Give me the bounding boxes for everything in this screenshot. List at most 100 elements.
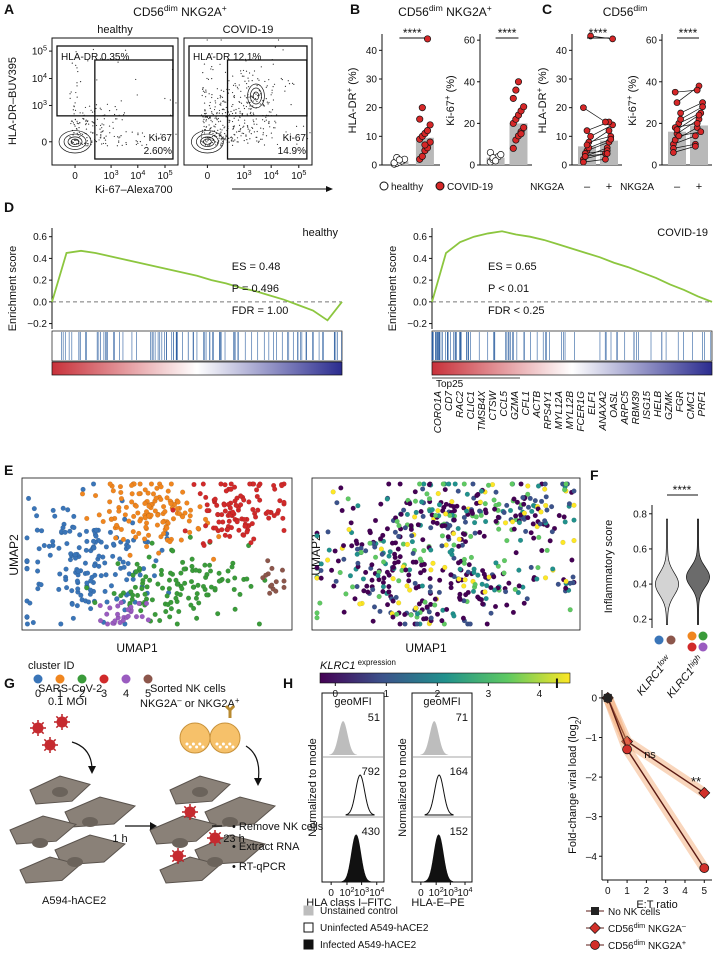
x-tick-label-part: 2 — [351, 885, 355, 894]
event-dot — [208, 118, 210, 120]
x-label: NKG2A — [620, 182, 654, 193]
x-tick-label: 104 — [130, 168, 145, 183]
barcode-frame — [431, 330, 713, 362]
cell-point — [232, 498, 238, 504]
event-dot — [79, 135, 81, 138]
cell-point — [381, 575, 387, 581]
x-tick-label-part: 10 — [429, 888, 441, 899]
cell-point — [483, 510, 489, 516]
cell-point — [160, 585, 166, 591]
gene-label: RAC2 — [455, 391, 466, 418]
panel-title-part: dim — [633, 3, 647, 13]
nucleus — [32, 838, 48, 848]
event-dot — [241, 113, 243, 115]
event-dot — [273, 83, 276, 85]
event-dot — [259, 103, 261, 105]
granule — [218, 745, 222, 749]
event-dot — [220, 102, 222, 104]
cell-point — [379, 551, 385, 557]
cell-point — [525, 515, 531, 521]
cell-point — [115, 603, 121, 609]
plot-title: healthy — [303, 227, 339, 239]
cell-point — [136, 600, 142, 607]
event-dot — [231, 120, 234, 123]
mfi-value: 430 — [362, 826, 380, 838]
cell-point — [439, 543, 445, 549]
legend-label: Uninfected A549-hACE2 — [320, 923, 429, 934]
virus — [44, 739, 56, 751]
cell-point — [571, 538, 577, 544]
y-tick-label: 40 — [646, 77, 658, 88]
cell-point — [163, 609, 169, 615]
point — [671, 88, 679, 96]
cell-point — [435, 508, 441, 514]
event-dot — [99, 137, 101, 139]
cell-point — [120, 536, 126, 542]
cell-point — [421, 567, 427, 573]
cell-point — [427, 584, 433, 590]
event-dot — [209, 128, 211, 130]
event-dot — [257, 94, 259, 97]
event-dot — [256, 123, 258, 125]
event-dot — [103, 124, 105, 126]
y-tick-label: 30 — [366, 75, 378, 86]
y-tick-label: –3 — [586, 812, 598, 823]
panel-title-part: CD56 — [398, 5, 429, 19]
event-dot — [218, 112, 220, 114]
x-tick-label: 103 — [354, 885, 369, 900]
event-dot — [212, 114, 214, 116]
y-tick-label: –4 — [586, 852, 598, 863]
cell-point — [98, 573, 104, 579]
cell-point — [241, 532, 247, 538]
cell-point — [103, 544, 109, 550]
event-dot — [253, 123, 255, 125]
cell-point — [510, 609, 516, 615]
cell-point — [346, 526, 352, 533]
legend-label-part: NKG2A — [645, 924, 682, 935]
axis-label: Normalized to mode — [397, 738, 409, 836]
contour — [58, 130, 92, 154]
event-dot — [236, 141, 238, 143]
event-dot — [120, 100, 122, 102]
event-dot — [85, 145, 87, 147]
cell-point — [39, 528, 45, 534]
event-dot — [137, 132, 139, 134]
event-dot — [239, 129, 241, 131]
cell-point — [318, 567, 324, 574]
event-dot — [245, 134, 247, 136]
point — [692, 132, 699, 140]
event-dot — [251, 95, 253, 97]
event-dot — [109, 132, 111, 134]
cell-point — [256, 483, 262, 489]
cell-point — [35, 559, 41, 565]
label: Sorted NK cells — [150, 683, 226, 695]
event-dot — [247, 86, 250, 88]
cell-point — [511, 526, 517, 532]
cell-point — [75, 568, 81, 574]
cell-point — [150, 491, 157, 497]
virus-spike — [218, 841, 222, 845]
cell-point — [442, 564, 448, 570]
cell-point — [91, 545, 97, 551]
label: NKG2A– or NKG2A+ — [140, 696, 240, 711]
cell-point — [265, 509, 271, 515]
event-dot — [101, 131, 103, 133]
cell-point — [571, 517, 577, 523]
cell-point — [451, 542, 457, 548]
cell-point — [495, 563, 501, 569]
x-tick-label-part: 3 — [248, 168, 252, 177]
pair-line — [588, 138, 611, 149]
pair-line — [675, 89, 698, 93]
cell-point — [386, 481, 392, 487]
event-dot — [237, 119, 240, 121]
legend-marker — [77, 674, 87, 684]
event-dot — [102, 130, 104, 132]
event-dot — [286, 138, 288, 140]
cell-point — [178, 570, 184, 576]
cell-point — [318, 575, 324, 581]
event-dot — [223, 101, 225, 103]
cell-point — [216, 534, 222, 540]
event-dot — [240, 102, 243, 104]
cell-point — [86, 599, 92, 605]
cell-point — [124, 577, 130, 583]
